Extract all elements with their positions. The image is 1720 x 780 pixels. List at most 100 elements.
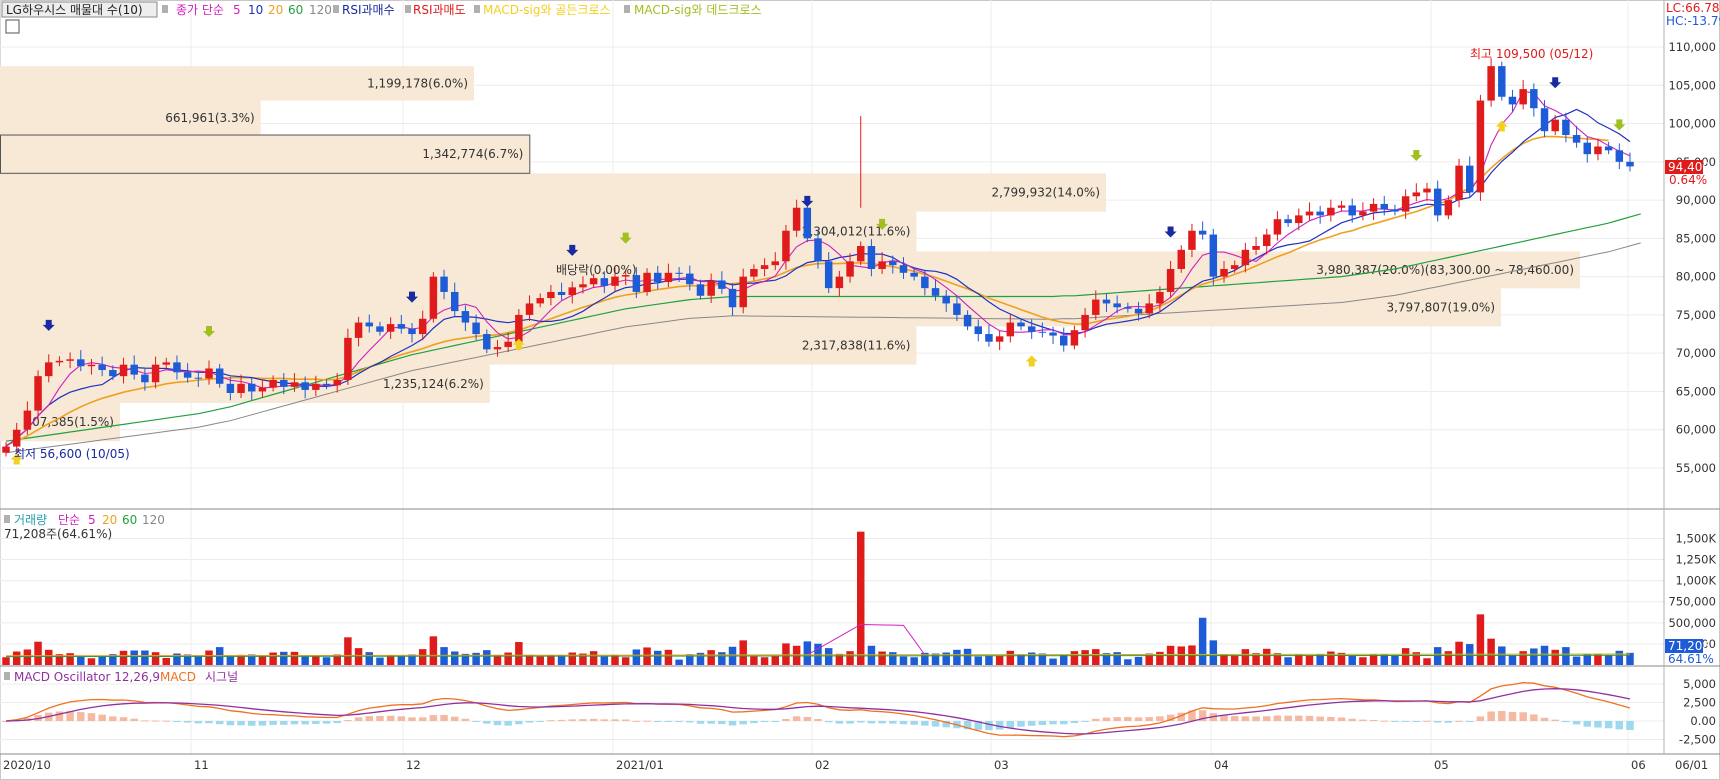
macd-osc-bar: [525, 721, 534, 723]
candle-up: [1476, 100, 1485, 193]
macd-osc-bar: [312, 721, 320, 724]
current-price: 94,400: [1668, 160, 1710, 174]
volume-bar: [1455, 641, 1463, 665]
candle-up: [1241, 249, 1250, 266]
candle-down: [1017, 322, 1025, 327]
volume-bar: [664, 649, 673, 665]
price-change: 0.64%: [1669, 173, 1707, 187]
macd-label: MACD: [160, 670, 196, 684]
volume-bar: [1017, 654, 1025, 665]
macd-osc-bar: [215, 721, 224, 725]
macd-osc-bar: [1113, 717, 1121, 721]
candle-down: [1562, 119, 1570, 136]
macd-osc-bar: [386, 715, 395, 721]
macd-osc-bar: [1305, 715, 1314, 721]
candle-up: [878, 261, 886, 269]
volume-bar: [1316, 654, 1324, 665]
macd-osc-bar: [1070, 721, 1079, 724]
macd-osc-bar: [515, 721, 523, 725]
macd-osc-bar: [87, 713, 96, 721]
volume-bar: [856, 531, 865, 665]
macd-osc-bar: [771, 721, 780, 722]
macd-osc-bar: [1102, 717, 1111, 721]
volume-bar: [867, 645, 876, 665]
volume-bar: [418, 649, 427, 665]
macd-osc-bar: [611, 719, 619, 721]
volume-ma60-line: [5, 654, 1631, 658]
volume-bar: [568, 652, 577, 665]
profile-label: 3,980,387(20.0%)(83,300.00 ~ 78,460.00): [1316, 263, 1574, 277]
macd-osc-bar: [632, 720, 641, 722]
macd-osc-bar: [643, 720, 651, 722]
volume-bar: [1583, 653, 1592, 665]
candle-down: [1134, 308, 1143, 314]
candle-down: [1572, 135, 1581, 143]
price-tick-label: 100,000: [1668, 117, 1716, 131]
candle-up: [1092, 299, 1100, 315]
macd-osc-bar: [77, 712, 85, 721]
macd-osc-bar: [1049, 721, 1057, 725]
volume-bar: [921, 652, 929, 665]
volume-bar: [1423, 658, 1431, 665]
macd-osc-bar: [707, 721, 715, 724]
ma60-line: [5, 213, 1641, 442]
symbol-box[interactable]: [1, 1, 158, 18]
volume-bar: [611, 654, 619, 665]
macd-osc-bar: [547, 720, 555, 722]
macd-tick-label: -2,500: [1679, 733, 1716, 747]
candle-down: [408, 328, 416, 335]
macd-osc-bar: [183, 721, 192, 723]
volume-bar: [472, 652, 480, 665]
candle-down: [985, 334, 993, 342]
macd-osc-bar: [1508, 711, 1517, 721]
candle-down: [728, 288, 737, 308]
volume-bar: [1220, 654, 1228, 665]
volume-bar: [429, 636, 438, 665]
macd-line: [5, 682, 1631, 738]
volume-bar: [899, 656, 908, 665]
macd-osc-bar: [1401, 721, 1410, 722]
vol-ma120-legend: 120: [142, 513, 165, 527]
macd-osc-bar: [856, 721, 865, 723]
volume-bar: [547, 655, 555, 665]
ma10-legend: 10: [248, 3, 263, 17]
candle-down: [183, 372, 192, 378]
candle-down: [1284, 219, 1292, 224]
macd-osc-bar: [1348, 718, 1356, 721]
time-tick-label: 03: [994, 758, 1009, 772]
volume-bar: [12, 651, 21, 665]
volume-bar: [600, 656, 609, 665]
volume-bar: [333, 654, 341, 665]
macd-osc-bar: [1433, 721, 1442, 723]
vol-ma20-legend: 20: [102, 513, 117, 527]
volume-bar: [301, 656, 309, 665]
profile-bar: [0, 66, 474, 101]
calculator-icon[interactable]: [5, 19, 20, 34]
volume-bar: [653, 650, 662, 665]
volume-bar: [483, 650, 491, 665]
volume-bar: [557, 655, 566, 665]
macd-osc-bar: [440, 715, 448, 721]
macd-osc-bar: [1412, 721, 1421, 722]
volume-bar: [771, 656, 780, 665]
macd-osc-bar: [1241, 716, 1250, 721]
rsi-sell-legend: RSI과매도: [413, 3, 466, 17]
legend-marker: [405, 5, 411, 13]
sell-signal-arrow: [406, 291, 418, 303]
candle-up: [782, 230, 790, 262]
candle-up: [55, 360, 64, 363]
candle-up: [739, 276, 747, 308]
sell-signal-arrow: [1164, 226, 1177, 238]
candle-up: [792, 207, 801, 231]
volume-bar: [119, 650, 128, 665]
candle-down: [686, 273, 694, 285]
volume-bar: [183, 654, 192, 665]
volume-bar: [1508, 655, 1517, 665]
volume-bar: [750, 656, 758, 665]
candle-up: [664, 272, 673, 282]
profile-label: 1,199,178(6.0%): [367, 76, 468, 90]
macd-osc-bar: [333, 721, 341, 724]
candle-up: [568, 287, 577, 296]
volume-bar: [536, 656, 544, 665]
candle-down: [1316, 211, 1324, 216]
